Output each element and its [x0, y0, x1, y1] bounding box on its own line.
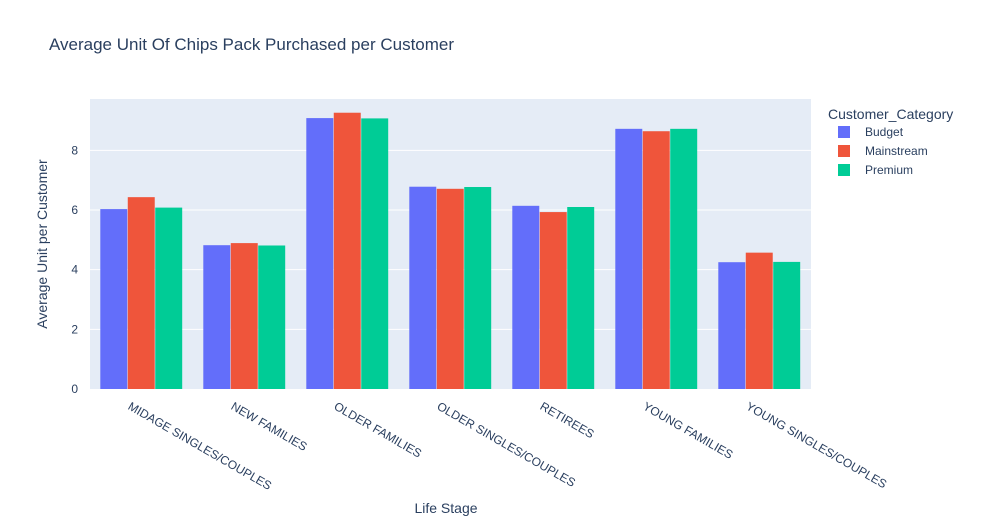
legend-swatch-budget[interactable]: [838, 126, 850, 138]
bar-premium-5[interactable]: [670, 128, 698, 389]
legend-title: Customer_Category: [828, 106, 953, 122]
bar-premium-6[interactable]: [773, 261, 801, 389]
legend-swatch-mainstream[interactable]: [838, 145, 850, 157]
bars: [100, 112, 801, 390]
legend-label-budget[interactable]: Budget: [865, 125, 904, 139]
bar-mainstream-5[interactable]: [642, 131, 670, 389]
bar-mainstream-4[interactable]: [539, 212, 567, 389]
bar-budget-6[interactable]: [718, 262, 746, 389]
bar-mainstream-3[interactable]: [436, 188, 464, 389]
bar-mainstream-1[interactable]: [230, 243, 258, 389]
bar-mainstream-0[interactable]: [127, 197, 155, 389]
y-tick-label: 8: [71, 143, 78, 157]
y-tick-label: 4: [71, 263, 78, 277]
bar-budget-1[interactable]: [203, 245, 231, 389]
bar-premium-2[interactable]: [361, 118, 389, 389]
x-axis-title: Life Stage: [414, 500, 477, 516]
bar-budget-2[interactable]: [306, 118, 334, 389]
y-axis-title: Average Unit per Customer: [34, 159, 50, 329]
y-tick-label: 0: [71, 382, 78, 396]
bar-premium-0[interactable]: [155, 207, 183, 389]
y-tick-label: 2: [71, 322, 78, 336]
legend-label-mainstream[interactable]: Mainstream: [865, 144, 928, 158]
bar-budget-3[interactable]: [409, 186, 437, 389]
legend[interactable]: Customer_Category Budget Mainstream Premiu…: [828, 106, 953, 177]
bar-premium-4[interactable]: [567, 207, 595, 389]
legend-swatch-premium[interactable]: [838, 164, 850, 176]
bar-premium-1[interactable]: [258, 245, 286, 389]
bar-premium-3[interactable]: [464, 187, 492, 389]
bar-mainstream-2[interactable]: [333, 112, 361, 390]
legend-label-premium[interactable]: Premium: [865, 163, 913, 177]
bar-budget-0[interactable]: [100, 209, 128, 389]
chart-title: Average Unit Of Chips Pack Purchased per…: [49, 35, 454, 54]
bar-mainstream-6[interactable]: [745, 252, 773, 389]
y-tick-label: 6: [71, 203, 78, 217]
bar-budget-5[interactable]: [615, 128, 643, 389]
bar-budget-4[interactable]: [512, 205, 540, 389]
y-axis-ticks: 0 2 4 6 8: [71, 143, 78, 396]
